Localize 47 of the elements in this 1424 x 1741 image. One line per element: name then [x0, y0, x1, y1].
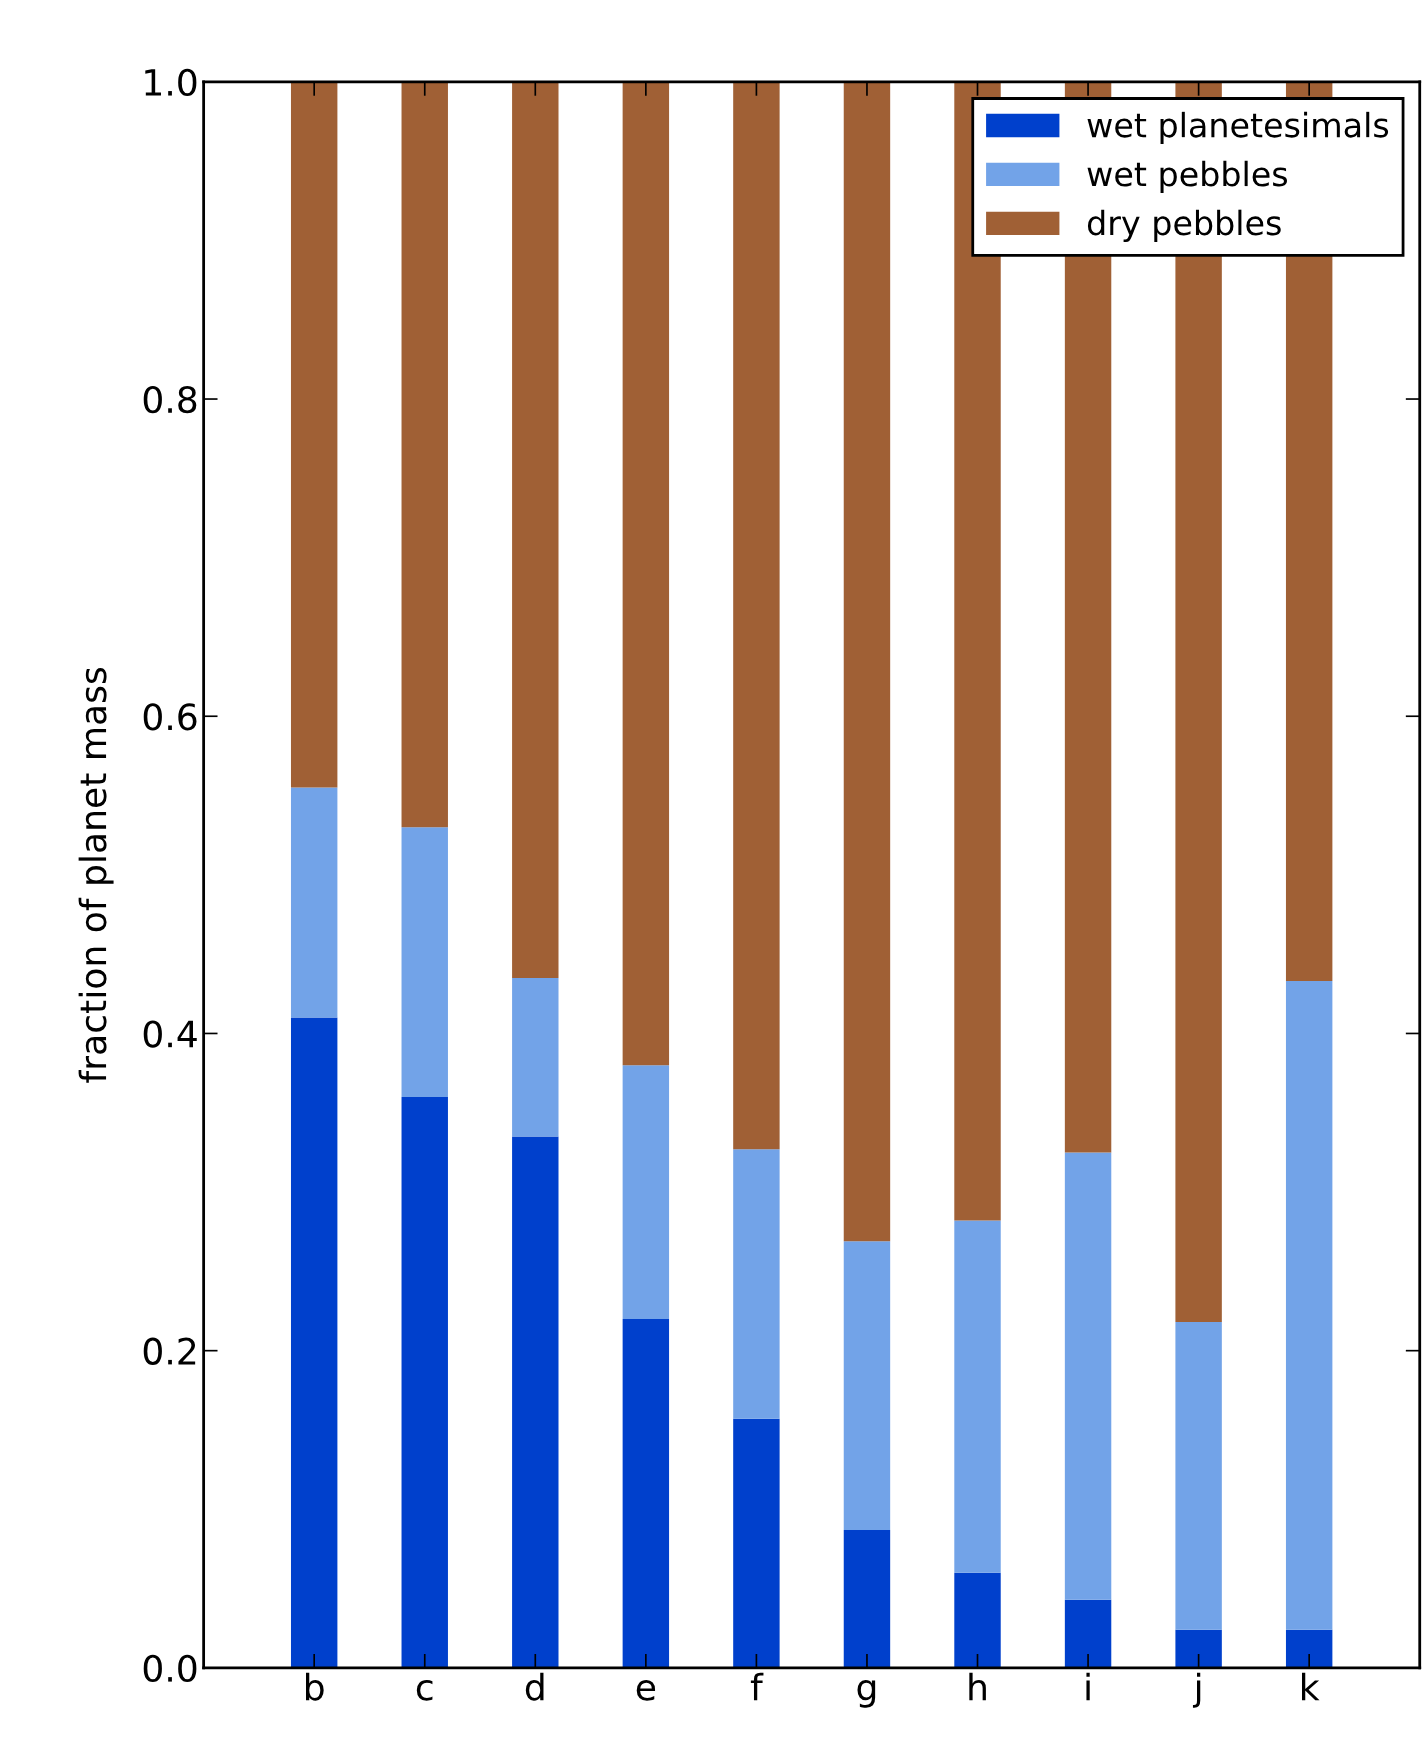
y-tick-label: 0.2	[143, 1337, 196, 1365]
bar	[954, 1220, 1001, 1573]
bar	[401, 81, 448, 828]
bar	[622, 81, 670, 1066]
y-tick-label: 0.8	[143, 385, 197, 414]
bar	[1064, 1152, 1112, 1600]
legend-label: wet pebbles	[1087, 160, 1288, 194]
y-tick-label: 0.4	[143, 1020, 197, 1048]
bar	[401, 1096, 448, 1668]
x-tick-label: g	[857, 1679, 876, 1708]
bar	[622, 1065, 670, 1319]
bar	[290, 1017, 338, 1668]
y-tick-label: 0.6	[143, 703, 197, 731]
bar	[733, 81, 780, 1150]
bar	[512, 977, 559, 1137]
bar	[290, 81, 338, 788]
bar	[290, 787, 338, 1018]
bar	[1064, 1599, 1112, 1668]
y-tick-label: 0.0	[143, 1654, 197, 1683]
bar	[843, 1241, 891, 1530]
x-tick-label: f	[750, 1672, 764, 1701]
y-tick-label: 1.0	[145, 68, 197, 97]
x-tick-label: k	[1302, 1672, 1320, 1701]
legend-label: wet planetesimals	[1087, 111, 1389, 145]
legend-label: dry pebbles	[1087, 209, 1281, 242]
bar	[622, 1318, 670, 1668]
x-tick-label: c	[416, 1679, 433, 1701]
x-tick-label: d	[525, 1672, 544, 1701]
x-tick-label: h	[969, 1672, 986, 1701]
bar	[954, 81, 1001, 1221]
bar	[733, 1149, 780, 1419]
bar	[1175, 1322, 1222, 1630]
x-tick-label: e	[636, 1679, 656, 1701]
bar	[843, 81, 891, 1242]
x-tick-label: i	[1086, 1672, 1090, 1701]
bar	[954, 1572, 1001, 1668]
bar	[512, 1136, 559, 1668]
y-axis-title: fraction of planet mass	[78, 667, 114, 1083]
x-tick-label: b	[306, 1672, 324, 1701]
x-tick-label: j	[1192, 1672, 1201, 1708]
bar	[1285, 1629, 1333, 1668]
bar	[843, 1529, 891, 1668]
bar	[1285, 981, 1333, 1630]
bar	[401, 827, 448, 1097]
bar	[1175, 1629, 1222, 1668]
bar	[733, 1418, 780, 1668]
bar	[512, 81, 559, 978]
